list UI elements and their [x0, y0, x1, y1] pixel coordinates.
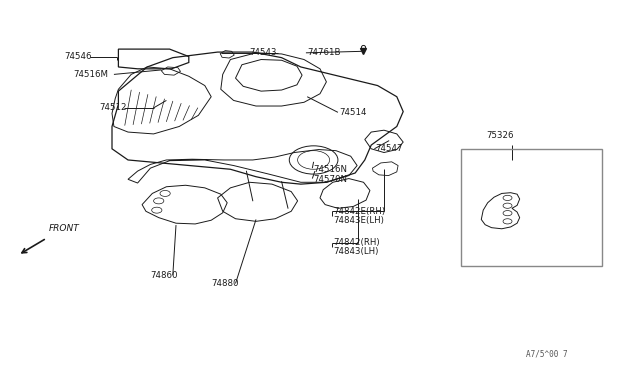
Text: 74842(RH): 74842(RH)	[333, 238, 380, 247]
Bar	[461, 149, 602, 266]
Text: 74514: 74514	[339, 108, 367, 117]
Text: A7/5^00 7: A7/5^00 7	[526, 350, 568, 359]
Text: 74860: 74860	[150, 271, 178, 280]
Text: 74543: 74543	[250, 48, 277, 57]
Text: 74570N: 74570N	[314, 175, 348, 184]
Text: 74516N: 74516N	[314, 165, 348, 174]
Text: 74842E(RH): 74842E(RH)	[333, 207, 385, 216]
Text: FRONT: FRONT	[49, 224, 79, 233]
Text: 74546: 74546	[64, 52, 92, 61]
Text: 74843(LH): 74843(LH)	[333, 247, 378, 256]
Text: 74516M: 74516M	[74, 70, 109, 79]
Text: 74843E(LH): 74843E(LH)	[333, 216, 383, 225]
Text: 75326: 75326	[486, 131, 514, 140]
Text: 74761B: 74761B	[307, 48, 340, 57]
Text: 74547: 74547	[376, 144, 403, 153]
Text: 74880: 74880	[211, 279, 239, 288]
Text: 74512: 74512	[99, 103, 127, 112]
